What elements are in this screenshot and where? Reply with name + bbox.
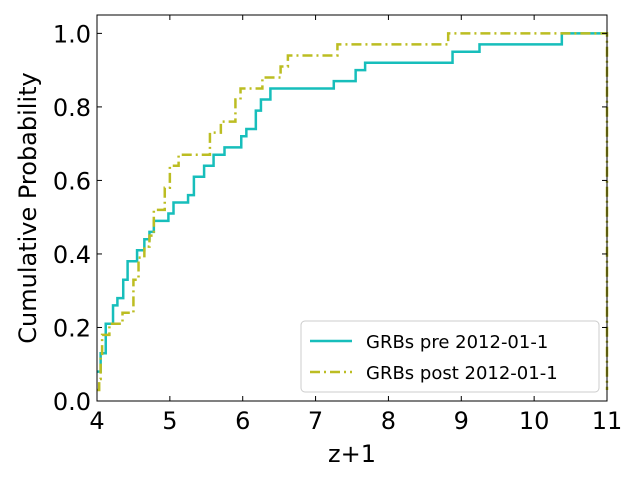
- legend-box: [300, 320, 600, 393]
- y-tick-label: 1.0: [53, 20, 91, 48]
- y-tick-label: 0.4: [53, 241, 91, 269]
- x-tick-label: 11: [592, 407, 623, 435]
- x-tick-label: 10: [519, 407, 550, 435]
- y-tick-label: 0.0: [53, 388, 91, 416]
- x-tick-label: 4: [89, 407, 104, 435]
- x-tick-label: 5: [162, 407, 177, 435]
- axes-frame: [96, 14, 608, 402]
- series-line-post: [97, 32, 609, 392]
- legend-label-post: GRBs post 2012-01-1: [366, 363, 558, 384]
- x-tick-label: 7: [308, 407, 323, 435]
- x-tick-label: 8: [381, 407, 396, 435]
- y-tick-label: 0.6: [53, 167, 91, 195]
- y-axis-label: Cumulative Probability: [14, 72, 42, 343]
- ticks: 4 5 6 7 8 9 10 11 0.0 0.2 0.4 0.6 0.8 1.0: [53, 15, 622, 435]
- series-line-pre: [97, 32, 607, 373]
- legend-label-pre: GRBs pre 2012-01-1: [366, 332, 548, 353]
- y-tick-label: 0.2: [53, 314, 91, 342]
- x-tick-label: 9: [454, 407, 469, 435]
- x-tick-label: 6: [235, 407, 250, 435]
- plot-area: [97, 32, 609, 392]
- y-tick-label: 0.8: [53, 94, 91, 122]
- x-axis-label: z+1: [328, 440, 376, 468]
- legend: GRBs pre 2012-01-1 GRBs post 2012-01-1: [300, 320, 600, 393]
